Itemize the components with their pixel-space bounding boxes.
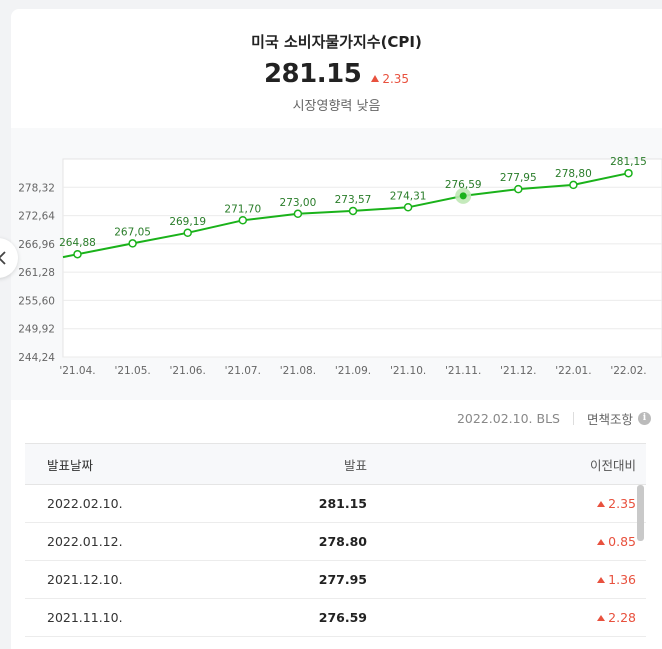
data-label: 276,59 [445, 179, 482, 191]
x-tick-label: '22.02. [610, 365, 646, 377]
prev-button[interactable] [0, 238, 18, 278]
x-tick-label: '21.11. [445, 365, 481, 377]
up-arrow-icon [597, 538, 606, 545]
data-point-active [459, 192, 467, 200]
table-header: 발표날짜 발표 이전대비 [25, 443, 646, 485]
change-value: 2.35 [382, 71, 410, 86]
data-point [624, 168, 633, 178]
table-row: 2021.12.10. 277.95 1.36 [25, 561, 646, 599]
data-label: 274,31 [390, 190, 427, 202]
divider [572, 411, 574, 425]
data-point [514, 184, 523, 194]
data-label: 281,15 [610, 156, 647, 168]
row-change: 2.35 [367, 496, 646, 511]
data-label: 264,88 [59, 237, 96, 249]
cpi-line-chart: 244,24 249,92 255,60 261,28 266,96 272,64 278,… [18, 156, 662, 377]
release-table: 발표날짜 발표 이전대비 2022.02.10. 281.15 2.35 202… [25, 443, 646, 637]
row-value: 276.59 [318, 610, 367, 625]
data-label: 273,57 [335, 194, 372, 206]
data-point [569, 180, 578, 190]
row-change: 0.85 [367, 534, 646, 549]
change-badge: 2.35 [371, 72, 409, 86]
row-date: 2021.11.10. [47, 610, 123, 625]
chart-area: 244,24 249,92 255,60 261,28 266,96 272,64 278,… [11, 128, 662, 400]
y-tick-label: 255,60 [18, 295, 55, 307]
data-point [238, 216, 248, 225]
row-value: 278.80 [318, 534, 367, 549]
x-tick-label: '21.05. [114, 365, 150, 377]
cpi-card: 미국 소비자물가지수(CPI) 281.15 2.35 시장영향력 낮음 244… [11, 9, 662, 649]
row-change-value: 2.28 [608, 610, 636, 625]
data-label: 271,70 [224, 203, 261, 215]
data-point [293, 209, 303, 219]
table-row: 2022.01.12. 278.80 0.85 [25, 523, 646, 561]
y-tick-label: 261,28 [18, 267, 55, 279]
source-date: 2022.02.10. BLS [456, 410, 560, 426]
table-scrollbar[interactable] [637, 485, 644, 541]
y-tick-label: 244,24 [18, 352, 55, 364]
data-label: 273,00 [280, 197, 317, 209]
table-row: 2022.02.10. 281.15 2.35 [25, 485, 646, 523]
x-tick-label: '22.01. [555, 365, 591, 377]
up-arrow-icon [371, 75, 380, 82]
x-tick-label: '21.09. [335, 365, 371, 377]
plot-background [62, 158, 662, 358]
row-change-value: 2.35 [608, 496, 636, 511]
data-point [348, 206, 358, 216]
header-change: 이전대비 [589, 457, 636, 473]
row-value: 281.15 [318, 496, 367, 511]
header-date: 발표날짜 [47, 457, 94, 473]
up-arrow-icon [597, 614, 606, 621]
row-value: 277.95 [318, 572, 367, 587]
x-tick-label: '21.06. [170, 365, 206, 377]
data-point [183, 228, 192, 238]
y-tick-label: 266,96 [18, 239, 55, 251]
y-tick-label: 272,64 [18, 211, 55, 223]
current-value: 281.15 [263, 59, 362, 89]
x-tick-label: '21.08. [280, 365, 316, 377]
data-label: 267,05 [114, 226, 151, 238]
source-row: 2022.02.10. BLS 면책조항 i [11, 405, 651, 431]
header-value: 발표 [343, 457, 367, 473]
row-change: 1.36 [367, 572, 646, 587]
up-arrow-icon [597, 500, 606, 507]
row-date: 2021.12.10. [47, 572, 123, 587]
x-tick-label: '21.10. [390, 365, 426, 377]
row-change-value: 0.85 [608, 534, 636, 549]
series-line [62, 172, 629, 259]
price-row: 281.15 2.35 [11, 59, 662, 89]
x-tick-label: '21.04. [59, 365, 95, 377]
up-arrow-icon [597, 576, 606, 583]
data-point [73, 249, 82, 259]
disclaimer-link[interactable]: 면책조항 [586, 411, 633, 427]
info-icon[interactable]: i [638, 411, 651, 425]
page-title: 미국 소비자물가지수(CPI) [251, 33, 422, 51]
row-change: 2.28 [367, 610, 646, 625]
header: 미국 소비자물가지수(CPI) 281.15 2.35 시장영향력 낮음 [11, 9, 662, 129]
x-tick-label: '21.07. [225, 365, 261, 377]
data-point [128, 239, 137, 248]
y-tick-label: 278,32 [18, 182, 55, 194]
data-label: 277,95 [500, 172, 537, 184]
data-label: 278,80 [555, 168, 592, 180]
data-label: 269,19 [169, 216, 206, 228]
row-date: 2022.02.10. [47, 496, 123, 511]
market-influence: 시장영향력 낮음 [292, 99, 381, 114]
x-tick-label: '21.12. [500, 365, 536, 377]
row-date: 2022.01.12. [47, 534, 123, 549]
chevron-left-icon [0, 251, 6, 265]
y-tick-label: 249,92 [18, 324, 55, 336]
row-change-value: 1.36 [608, 572, 636, 587]
table-row: 2021.11.10. 276.59 2.28 [25, 599, 646, 637]
data-point [403, 203, 413, 212]
